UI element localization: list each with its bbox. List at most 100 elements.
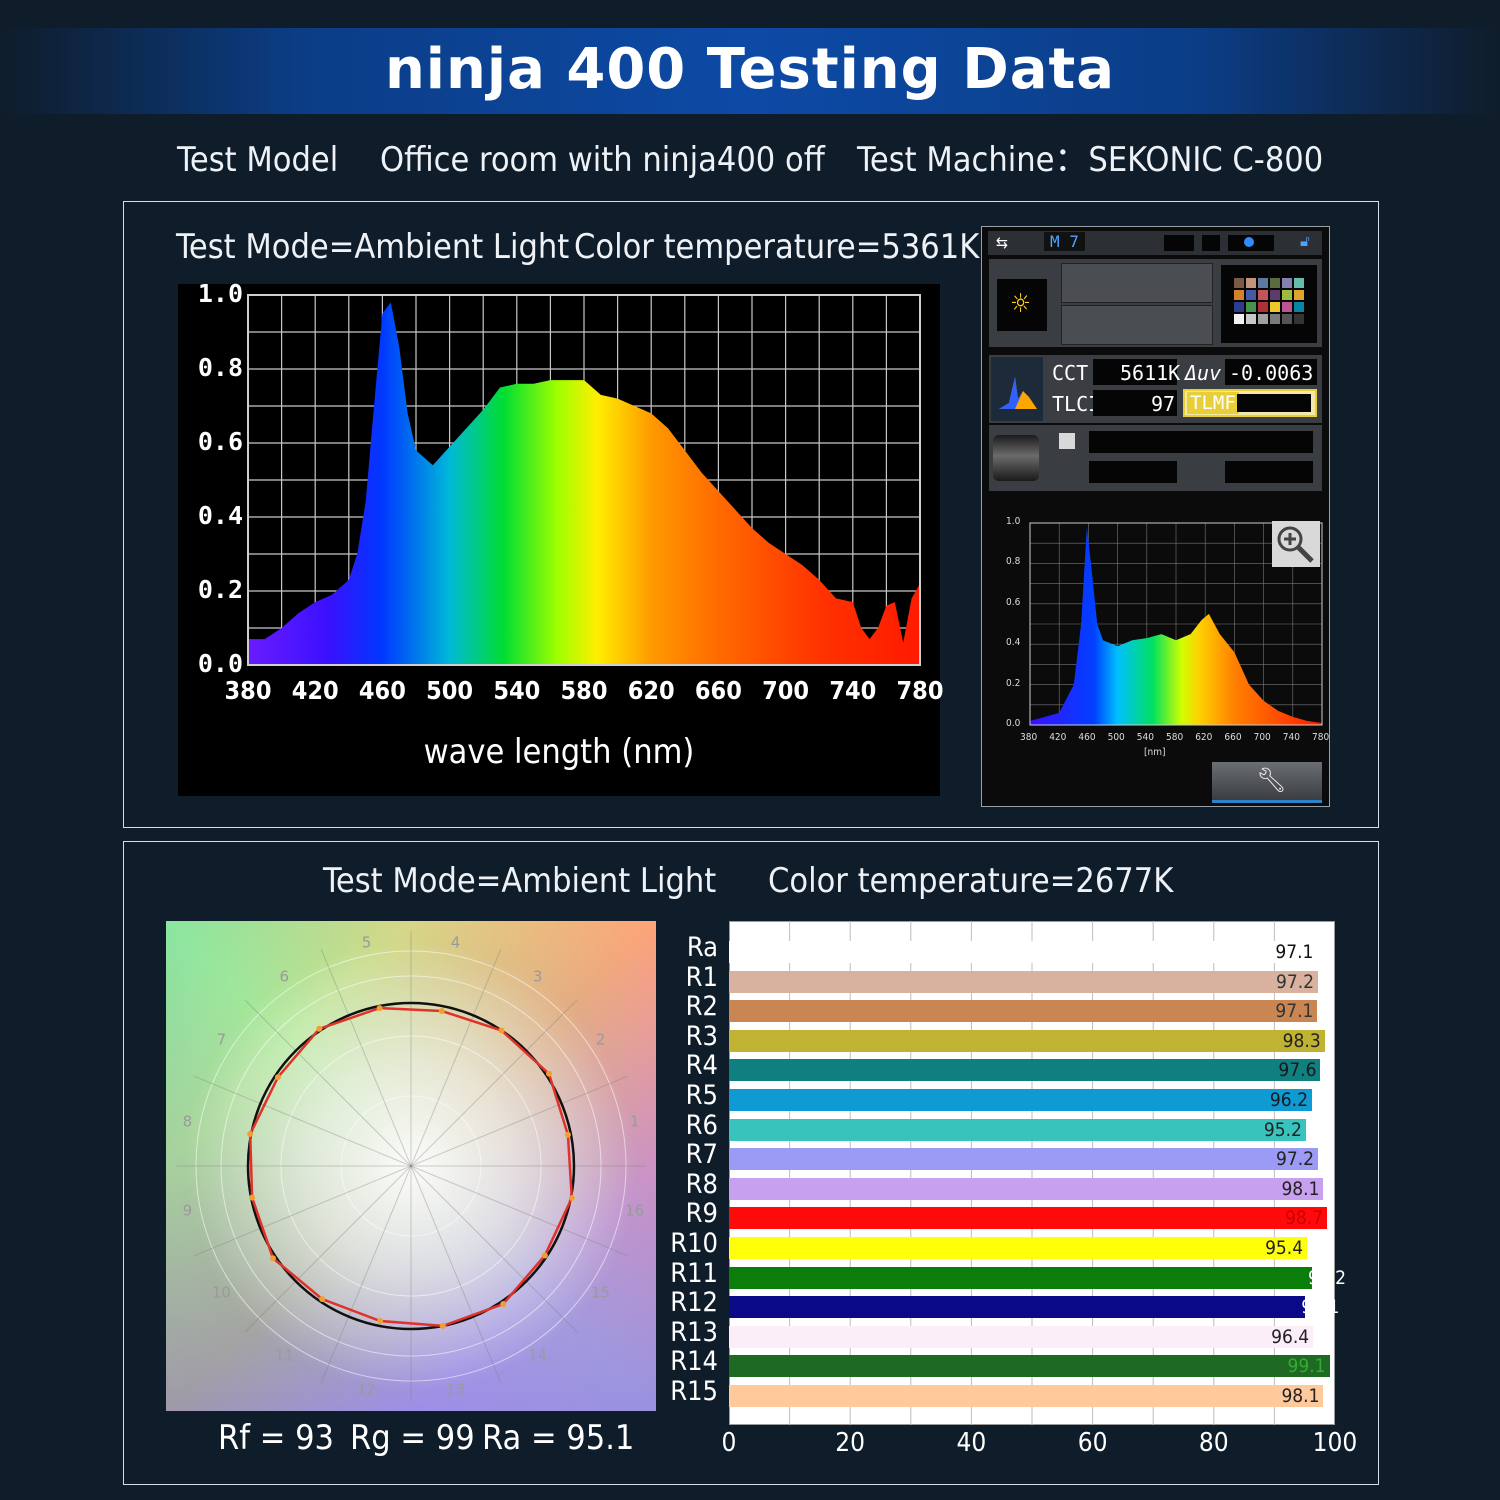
meter-screenshot: ⇆ M 7 🔓︎ ☼ CCT 5611K Δuv -0.0063 TLCI: [981, 226, 1330, 807]
cri-bar: [729, 1325, 1314, 1348]
cri-bar: [729, 1355, 1330, 1378]
cri-category-label: Ra: [686, 932, 718, 963]
color-swatch: [1234, 314, 1244, 324]
cri-category-label: R1: [685, 961, 718, 993]
cri-x-tick: 80: [1198, 1428, 1229, 1458]
cct-label: CCT: [1052, 361, 1089, 385]
lock-icon: 🔓︎: [1300, 232, 1310, 250]
duv-field: [1225, 359, 1317, 385]
duv-value: -0.0063: [1229, 361, 1314, 385]
color-swatch: [1294, 314, 1304, 324]
spectrum-x-tick: 780: [896, 676, 944, 705]
mini-x-tick: 740: [1282, 732, 1300, 743]
cri-bar-value: 97.1: [1275, 1000, 1314, 1023]
hue-bin-label: 9: [183, 1201, 193, 1219]
hue-bin-label: 4: [451, 933, 461, 951]
usb-icon: ⇆: [996, 233, 1009, 252]
spectrum-y-tick: 1.0: [197, 279, 243, 308]
meter-field: [1225, 461, 1313, 483]
tlci-value: 97: [1151, 392, 1176, 416]
ra-value: Ra = 95.1: [482, 1418, 635, 1458]
cri-x-tick: 60: [1077, 1428, 1108, 1458]
color-swatch: [1234, 278, 1244, 288]
mini-x-axis-label: [nm]: [1144, 747, 1166, 758]
cri-bar-value: 96.2: [1269, 1089, 1308, 1111]
color-swatch: [1258, 302, 1268, 312]
hue-bin-label: 6: [280, 967, 290, 985]
color-swatch: [1270, 302, 1280, 312]
cri-bar: [729, 1118, 1306, 1141]
mini-y-tick: 0.6: [1006, 596, 1021, 608]
cri-grid: [789, 921, 1275, 1425]
cri-category-label: R6: [685, 1109, 718, 1141]
cri-category-label: R5: [685, 1080, 718, 1111]
cri-bar: [729, 970, 1319, 993]
spectrum-x-tick: 740: [829, 676, 877, 705]
tlmf-label: TLMF: [1187, 392, 1239, 414]
sun-icon[interactable]: ☼: [997, 279, 1047, 331]
cri-bar: [729, 941, 1318, 963]
wrench-icon[interactable]: 🔧︎: [1212, 762, 1322, 803]
zoom-icon[interactable]: [1272, 521, 1320, 567]
hue-bin-label: 13: [446, 1381, 465, 1399]
checkbox[interactable]: [1059, 433, 1075, 449]
cri-bar: [729, 1266, 1312, 1289]
cri-bar: [729, 1296, 1306, 1319]
cri-category-label: R4: [685, 1050, 718, 1082]
cri-bar-value: 95.4: [1265, 1237, 1304, 1259]
cri-bar-value: 97.6: [1278, 1059, 1317, 1082]
spectrum-x-tick: 700: [762, 676, 810, 705]
cri-category-label: R9: [685, 1198, 718, 1230]
spectrum-x-tick: 420: [291, 676, 339, 705]
cri-bar-value: 98.1: [1281, 1177, 1320, 1200]
hue-bin-label: 5: [362, 933, 372, 951]
color-swatch: [1282, 278, 1292, 288]
hue-bin-label: 12: [357, 1381, 376, 1399]
mini-x-tick: 420: [1049, 732, 1067, 743]
mini-x-tick: 540: [1136, 732, 1154, 743]
cri-category-label: R2: [685, 991, 718, 1023]
cri-category-label: R13: [670, 1316, 718, 1348]
cri-bar-value: 97.2: [1275, 970, 1315, 993]
spectrum-x-tick: 500: [426, 676, 474, 705]
title-banner: [0, 28, 1500, 114]
color-swatch: [1270, 278, 1280, 288]
color-swatch: [1246, 314, 1256, 324]
cri-bar: [729, 1385, 1324, 1407]
spectrum-icon[interactable]: [991, 357, 1043, 421]
tlci-label: TLCI: [1052, 392, 1101, 416]
meter-readout-panel: CCT 5611K Δuv -0.0063 TLCI 97 TLMF: [989, 355, 1322, 423]
hue-bin-label: 10: [212, 1284, 231, 1302]
cri-category-label: R12: [670, 1287, 718, 1319]
spectrum-chart: [247, 294, 921, 666]
mini-y-tick: 1.0: [1006, 516, 1021, 527]
color-swatch: [1234, 302, 1244, 312]
spectrum-y-tick: 0.2: [197, 575, 243, 604]
mini-x-tick: 780: [1312, 732, 1330, 743]
hue-bin-label: 1: [630, 1113, 640, 1131]
spectrum-y-tick: 0.8: [197, 353, 243, 382]
dial-icon[interactable]: [993, 435, 1039, 481]
color-swatch: [1258, 314, 1268, 324]
tlmf-field[interactable]: TLMF: [1183, 389, 1317, 417]
cri-category-label: R7: [685, 1139, 718, 1171]
color-chart-icon[interactable]: [1221, 265, 1317, 343]
color-swatch: [1246, 302, 1256, 312]
cri-category-label: R10: [670, 1228, 718, 1259]
hue-bin-label: 7: [217, 1030, 227, 1048]
bottom-panel: [123, 841, 1379, 1485]
mini-y-tick: 0.4: [1006, 637, 1021, 649]
meter-mode-label: M 7: [1044, 232, 1085, 251]
hue-bin-label: 15: [591, 1284, 610, 1302]
rf-value: Rf = 93: [218, 1418, 334, 1458]
color-swatch: [1246, 290, 1256, 300]
cri-bar-value: 95.1: [1301, 1296, 1340, 1319]
cri-category-label: R11: [670, 1257, 718, 1289]
spectrum-x-tick: 620: [627, 676, 675, 705]
top-test-mode: Test Mode=Ambient Light: [176, 227, 570, 267]
meter-field: [1089, 431, 1313, 453]
hue-bin-label: 8: [183, 1113, 193, 1131]
spectrum-x-tick: 380: [224, 676, 272, 705]
color-swatch: [1258, 290, 1268, 300]
cri-bar-value: 96.4: [1271, 1325, 1310, 1348]
